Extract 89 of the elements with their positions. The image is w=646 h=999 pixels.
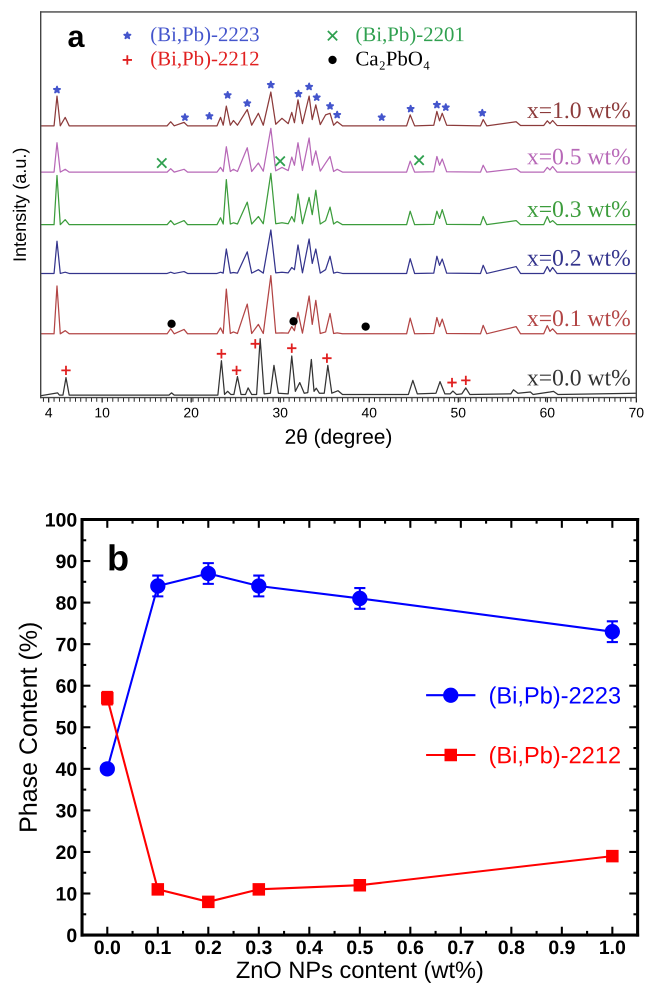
point — [606, 850, 619, 862]
legend-label: (Bi,Pb)-2223 — [490, 686, 620, 708]
x-tick-label: 1.0 — [600, 940, 626, 954]
y-tick-label: 20 — [56, 845, 76, 860]
point — [100, 761, 115, 776]
y-tick-label: 30 — [56, 804, 76, 818]
legend-label: Ca₂PbO₄ — [356, 50, 430, 70]
annotation: b — [109, 544, 128, 571]
point — [305, 82, 314, 90]
x-tick-label: 0.2 — [196, 940, 222, 954]
point — [446, 377, 458, 388]
x-axis-title: 2θ (degree) — [286, 428, 392, 448]
point — [378, 113, 386, 121]
legend-label: (Bi,Pb)-2212 — [490, 746, 620, 768]
point — [274, 156, 286, 167]
x-tick-label: 0.0 — [94, 940, 120, 954]
point — [286, 342, 298, 354]
y-tick-label: 50 — [56, 720, 76, 735]
series-label: x=0.2 wt% — [527, 250, 630, 266]
x-tick-label: 4 — [45, 408, 52, 418]
point — [252, 883, 266, 896]
legend-label: (Bi,Pb)-2223 — [151, 26, 259, 46]
x-axis-title: ZnO NPs content (wt%) — [236, 960, 482, 983]
x-tick-label: 0.6 — [398, 940, 424, 954]
point — [180, 113, 189, 121]
point — [216, 348, 227, 360]
point — [460, 374, 472, 386]
x-tick-label: 0.9 — [549, 940, 575, 954]
x-tick-label: 0.8 — [498, 940, 524, 954]
point — [156, 157, 168, 169]
series-label: x=0.1 wt% — [527, 310, 630, 326]
point — [361, 322, 370, 331]
point — [250, 338, 261, 350]
x-tick-label: 40 — [362, 408, 376, 418]
series-label: x=0.3 wt% — [527, 201, 630, 218]
series-label: x=0.0 wt% — [527, 370, 630, 386]
point — [604, 624, 620, 640]
y-axis-title: Intensity (a.u.) — [12, 148, 30, 260]
x-tick-label: 0.3 — [246, 940, 272, 954]
y-tick-label: 60 — [56, 679, 76, 693]
y-tick-label: 0 — [67, 928, 76, 942]
y-tick-label: 80 — [56, 596, 76, 610]
point — [478, 108, 486, 117]
y-axis-title: Phase Content (%) — [18, 623, 42, 831]
point — [352, 590, 368, 606]
point — [294, 90, 302, 98]
point — [333, 110, 342, 118]
legend-label: (Bi,Pb)-2201 — [356, 26, 464, 46]
text: a — [68, 30, 85, 48]
point — [224, 91, 232, 99]
legend-label: (Bi,Pb)-2212 — [151, 50, 258, 70]
x-tick-label: 0.5 — [347, 940, 373, 954]
point — [354, 878, 366, 892]
point — [251, 578, 266, 594]
series-label: x=0.5 wt% — [527, 148, 630, 165]
y-tick-label: 90 — [56, 554, 76, 568]
point — [205, 112, 214, 120]
x-tick-label: 50 — [451, 408, 466, 418]
point — [326, 102, 334, 110]
point — [414, 154, 425, 166]
point — [150, 578, 166, 594]
x-tick-label: 60 — [540, 408, 554, 418]
point — [442, 103, 450, 111]
point — [231, 364, 242, 376]
x-tick-label: 30 — [272, 408, 288, 418]
point — [406, 104, 415, 112]
point — [60, 364, 72, 376]
y-tick-label: 100 — [46, 512, 76, 527]
point — [432, 100, 441, 108]
y-tick-label: 10 — [56, 886, 76, 901]
point — [289, 317, 298, 326]
point — [52, 86, 61, 94]
point — [200, 566, 216, 582]
point — [312, 93, 321, 101]
point — [243, 99, 252, 107]
x-tick-label: 0.1 — [145, 940, 171, 954]
point — [167, 320, 176, 328]
y-tick-label: 70 — [56, 638, 76, 652]
point — [266, 80, 275, 88]
x-tick-label: 10 — [95, 408, 110, 418]
y-tick-label: 40 — [56, 762, 76, 776]
point — [202, 896, 215, 908]
point — [152, 883, 164, 896]
x-tick-label: 20 — [184, 408, 198, 418]
x-tick-label: 0.4 — [296, 940, 323, 954]
point — [321, 352, 332, 364]
x-tick-label: 0.7 — [448, 940, 474, 954]
series-label: x=1.0 wt% — [527, 102, 630, 118]
x-tick-label: 70 — [629, 408, 644, 418]
